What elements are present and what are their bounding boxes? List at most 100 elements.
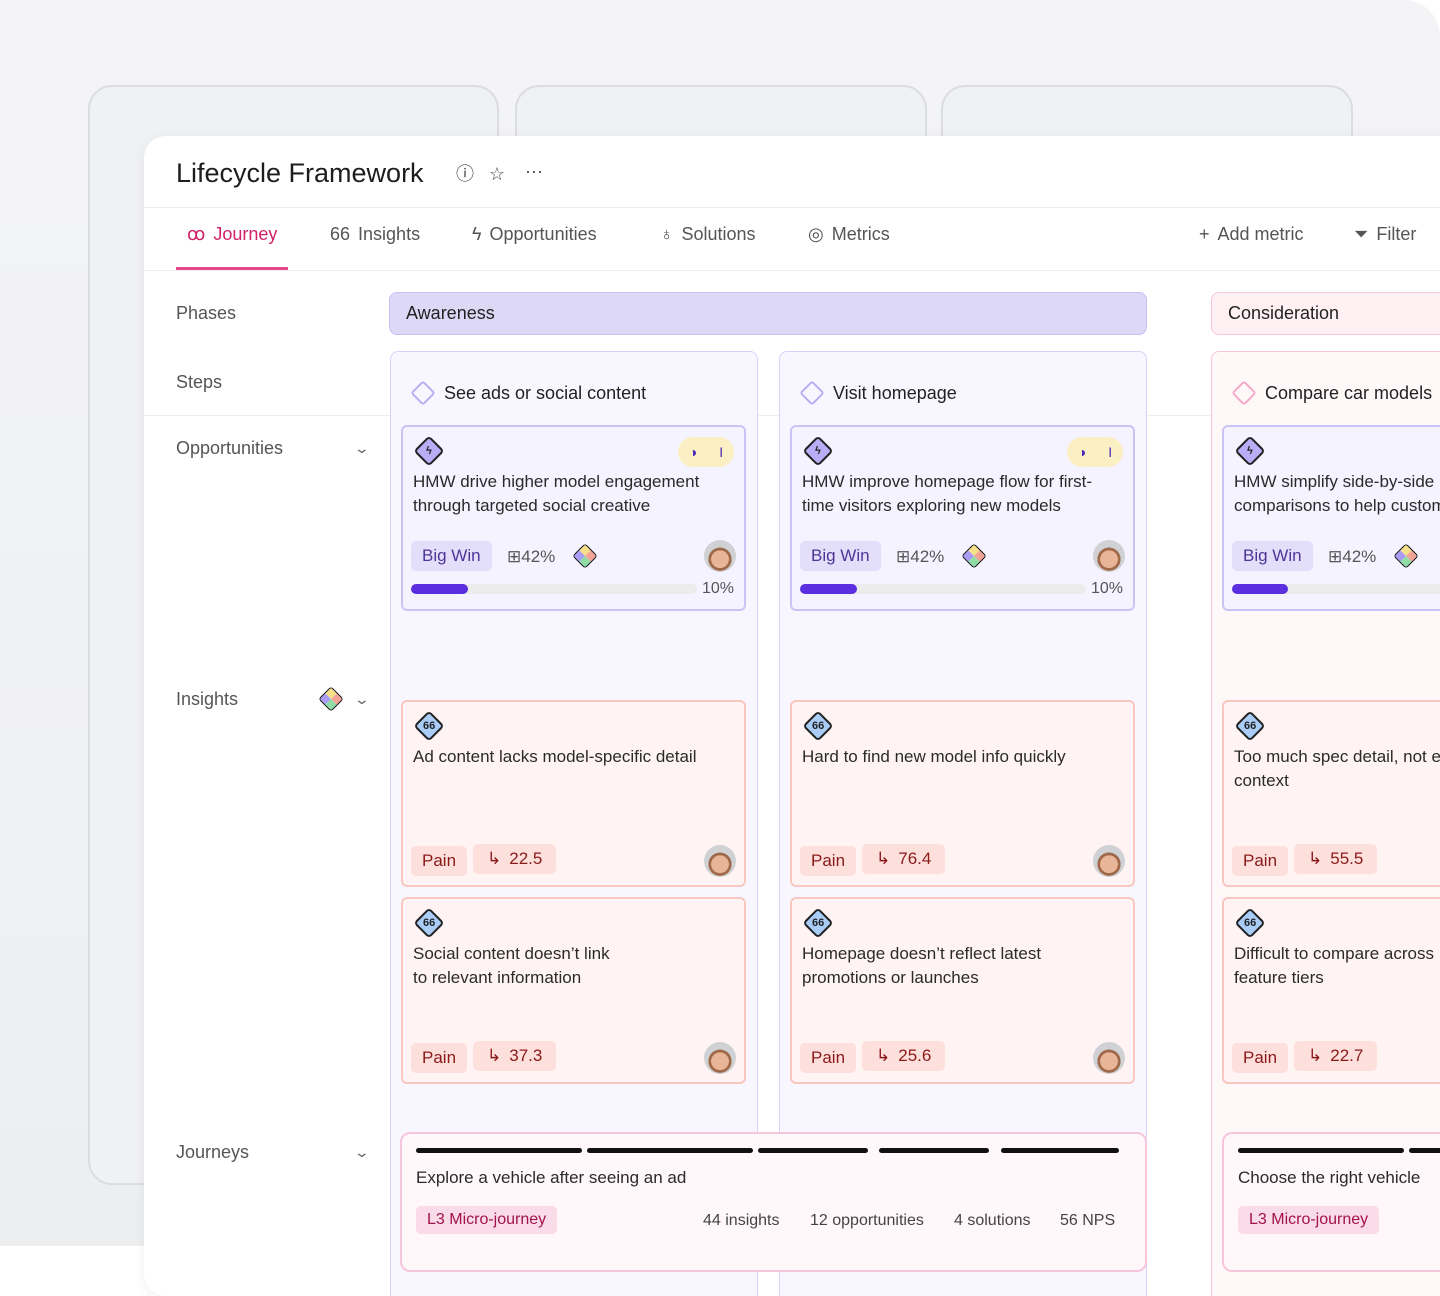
score-value: 55.5 xyxy=(1330,849,1364,868)
tab-journey[interactable]: ꝏ Journey xyxy=(176,224,289,270)
metric-value: ⊞42% xyxy=(507,547,555,567)
return-arrow-icon: ↳ xyxy=(876,1046,891,1065)
progress-bar xyxy=(800,584,1086,594)
multi-color-icon xyxy=(1393,543,1419,569)
opportunity-card[interactable]: ϟ HMW simplify side-by-side comparisons t… xyxy=(1222,425,1440,611)
progress-segment xyxy=(758,1148,868,1153)
row-label-insights: Insights xyxy=(176,689,239,709)
row-label-journeys: Journeys xyxy=(176,1142,250,1162)
chevron-down-icon[interactable]: ⌄ xyxy=(353,440,371,456)
star-icon[interactable]: ☆ xyxy=(488,164,506,184)
plus-square-icon: ⊞ xyxy=(1328,547,1343,566)
progress-label: 10% xyxy=(1091,580,1124,597)
step-header[interactable]: See ads or social content xyxy=(391,352,757,416)
opportunity-text: HMW simplify side-by-side comparisons to… xyxy=(1234,472,1440,515)
progress-segment xyxy=(587,1148,753,1153)
divider xyxy=(144,270,1440,271)
return-arrow-icon: ↳ xyxy=(876,849,891,868)
score-tag: ↳ 22.7 xyxy=(1294,1041,1378,1071)
tab-label: Insights xyxy=(358,224,421,244)
impact-tag: Big Win xyxy=(411,541,492,571)
pill-value: I xyxy=(1108,444,1113,460)
confidence-pill: ◑ I xyxy=(678,437,734,467)
framework-panel: Lifecycle Framework ⓘ ☆ ··· ꝏ Journey 66 I… xyxy=(144,136,1440,1296)
chevron-down-icon[interactable]: ⌄ xyxy=(353,691,371,707)
quote-icon: 66 xyxy=(330,224,351,244)
step-header[interactable]: Visit homepage xyxy=(780,352,1146,416)
opportunity-card[interactable]: ϟ ◑ I HMW improve homepage flow for first- … xyxy=(790,425,1135,611)
journey-stat: 12 opportunities xyxy=(810,1212,924,1229)
progress-bar xyxy=(1232,584,1440,594)
tab-label: Opportunities xyxy=(489,224,597,244)
journey-stat: 44 insights xyxy=(703,1212,780,1229)
diamond-icon xyxy=(799,380,825,406)
journey-stat: 4 solutions xyxy=(954,1212,1031,1229)
insight-card[interactable]: 66 Social content doesn’t link to relevan… xyxy=(401,897,746,1084)
metric-text: 42% xyxy=(521,547,556,566)
pain-tag: Pain xyxy=(411,1043,468,1073)
quote-icon: 66 xyxy=(802,907,834,939)
score-tag: ↳ 55.5 xyxy=(1294,844,1378,874)
tab-solutions[interactable]: ♁ Solutions xyxy=(660,224,756,270)
insight-card[interactable]: 66 Homepage doesn’t reflect latest promot… xyxy=(790,897,1135,1084)
insight-text: Too much spec detail, not enough context xyxy=(1234,747,1440,790)
avatar xyxy=(1093,845,1125,877)
insight-text: Social content doesn’t link to relevant … xyxy=(413,944,610,987)
row-label-steps: Steps xyxy=(176,372,223,392)
insight-card[interactable]: 66 Hard to find new model info quickly Pai… xyxy=(790,700,1135,887)
metric-text: 42% xyxy=(910,547,945,566)
opportunity-card[interactable]: ϟ ◑ I HMW drive higher model engagement thr… xyxy=(401,425,746,611)
insight-card[interactable]: 66 Ad content lacks model-specific detail… xyxy=(401,700,746,887)
journey-icon: ꝏ xyxy=(187,224,206,244)
avatar xyxy=(704,1042,736,1074)
diamond-icon xyxy=(1231,380,1257,406)
plus-icon: + xyxy=(1199,224,1210,244)
phase-awareness[interactable]: Awareness xyxy=(389,292,1147,335)
lightbulb-icon: ♁ xyxy=(660,224,674,244)
chevron-down-icon[interactable]: ⌄ xyxy=(353,1144,371,1160)
lightning-icon: ϟ xyxy=(472,224,482,244)
journey-level-tag: L3 Micro-journey xyxy=(416,1206,558,1234)
half-circle-icon: ◑ xyxy=(688,444,698,460)
filter-button[interactable]: ⏷ Filter xyxy=(1354,224,1416,270)
progress-segment xyxy=(416,1148,582,1153)
score-tag: ↳ 76.4 xyxy=(862,844,946,874)
half-circle-icon: ◑ xyxy=(1077,444,1087,460)
lightning-icon: ϟ xyxy=(413,435,445,467)
progress-segment xyxy=(1001,1148,1119,1153)
pain-tag: Pain xyxy=(1232,1043,1289,1073)
insight-text: Ad content lacks model-specific detail xyxy=(413,747,697,766)
more-icon[interactable]: ··· xyxy=(525,161,543,181)
lightning-icon: ϟ xyxy=(1234,435,1266,467)
quote-icon: 66 xyxy=(413,710,445,742)
pill-value: I xyxy=(719,444,724,460)
score-value: 22.7 xyxy=(1330,1046,1364,1065)
avatar xyxy=(704,540,736,572)
diamond-icon xyxy=(410,380,436,406)
journey-card[interactable]: Choose the right vehicle L3 Micro-journey xyxy=(1222,1132,1440,1272)
insight-text: Homepage doesn’t reflect latest promotio… xyxy=(802,944,1042,987)
insight-card[interactable]: 66 Difficult to compare across feature ti… xyxy=(1222,897,1440,1084)
journey-title: Explore a vehicle after seeing an ad xyxy=(416,1168,687,1187)
quote-icon: 66 xyxy=(413,907,445,939)
tab-opportunities[interactable]: ϟ Opportunities xyxy=(472,224,597,270)
pain-tag: Pain xyxy=(800,1043,857,1073)
tab-label: Journey xyxy=(213,224,278,244)
journey-card[interactable]: Explore a vehicle after seeing an ad L3 M… xyxy=(400,1132,1147,1272)
multi-color-icon xyxy=(318,686,344,712)
step-header[interactable]: Compare car models xyxy=(1212,352,1440,416)
score-value: 25.6 xyxy=(898,1046,932,1065)
multi-color-icon xyxy=(572,543,598,569)
add-metric-button[interactable]: + Add metric xyxy=(1199,224,1304,270)
divider xyxy=(144,207,1440,208)
info-icon[interactable]: ⓘ xyxy=(456,164,474,184)
quote-icon: 66 xyxy=(1234,907,1266,939)
tab-insights[interactable]: 66 Insights xyxy=(330,224,420,270)
phase-consideration[interactable]: Consideration xyxy=(1211,292,1440,335)
gauge-icon: ◎ xyxy=(808,224,824,244)
return-arrow-icon: ↳ xyxy=(1308,849,1323,868)
opportunity-text: HMW drive higher model engagement throug… xyxy=(413,472,700,515)
insight-card[interactable]: 66 Too much spec detail, not enough conte… xyxy=(1222,700,1440,887)
tab-metrics[interactable]: ◎ Metrics xyxy=(808,224,890,270)
return-arrow-icon: ↳ xyxy=(1308,1046,1323,1065)
